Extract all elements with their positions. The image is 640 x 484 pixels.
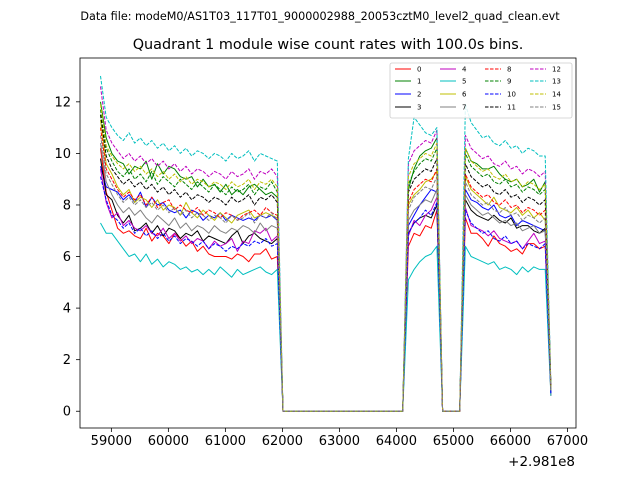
legend-label-12: 12: [552, 66, 561, 74]
legend-label-8: 8: [507, 66, 511, 74]
legend-label-3: 3: [417, 104, 421, 112]
y-tick-label: 12: [54, 95, 71, 110]
y-tick-label: 8: [63, 198, 71, 213]
plot-frame: [79, 57, 577, 429]
x-tick-label: 61000: [205, 434, 246, 449]
legend-label-11: 11: [507, 104, 516, 112]
legend-label-0: 0: [417, 66, 421, 74]
chart-title: Quadrant 1 module wise count rates with …: [133, 37, 524, 53]
x-tick-label: 63000: [319, 434, 360, 449]
legend-label-10: 10: [507, 91, 516, 99]
chart-suptitle: Data file: modeM0/AS1T03_117T01_90000029…: [80, 10, 560, 23]
y-tick-label: 6: [63, 250, 71, 265]
legend-label-13: 13: [552, 78, 561, 86]
legend-label-2: 2: [417, 91, 421, 99]
legend-label-15: 15: [552, 104, 561, 112]
x-tick-label: 60000: [148, 434, 189, 449]
legend-label-14: 14: [552, 91, 561, 99]
x-tick-label: 66000: [490, 434, 531, 449]
x-tick-label: 65000: [433, 434, 474, 449]
x-tick-label: 59000: [91, 434, 132, 449]
y-tick-label: 4: [63, 302, 71, 317]
legend-label-9: 9: [507, 78, 511, 86]
legend-label-6: 6: [462, 91, 467, 99]
y-tick-label: 10: [54, 147, 71, 162]
y-tick-label: 0: [63, 405, 71, 420]
tick-labels: 59000 60000 61000 62000 63000 64000 65000 66000…: [54, 95, 588, 449]
x-offset-label: +2.981e8: [508, 454, 575, 470]
series-lines: [100, 75, 552, 412]
legend-label-7: 7: [462, 104, 466, 112]
legend-label-5: 5: [462, 78, 466, 86]
legend-label-4: 4: [462, 66, 467, 74]
series-line-15: [100, 135, 552, 412]
legend-label-1: 1: [417, 78, 421, 86]
y-tick-label: 2: [63, 353, 71, 368]
series-line-14: [100, 104, 552, 412]
x-tick-label: 62000: [262, 434, 303, 449]
x-tick-label: 64000: [376, 434, 417, 449]
x-tick-label: 67000: [547, 434, 588, 449]
tick-marks: [76, 101, 568, 432]
legend-frame: [389, 62, 573, 119]
series-line-11: [100, 114, 552, 412]
